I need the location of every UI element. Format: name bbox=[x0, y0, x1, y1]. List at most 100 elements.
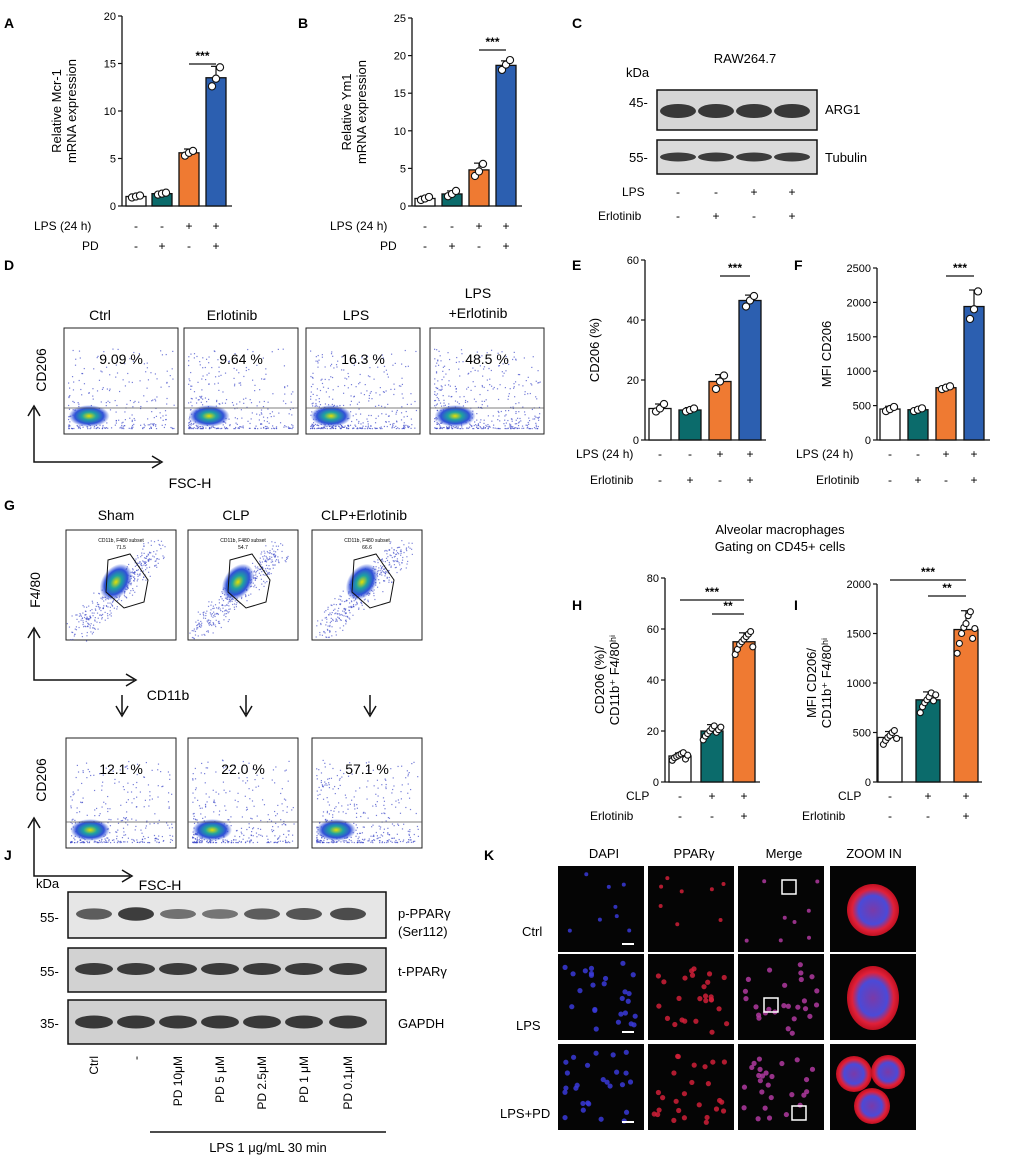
flow-event bbox=[449, 385, 451, 387]
flow-event bbox=[105, 803, 107, 805]
flow-event bbox=[148, 558, 150, 561]
flow-event bbox=[141, 552, 143, 554]
flow-event bbox=[312, 393, 314, 396]
flow-event bbox=[120, 820, 122, 822]
flow-event bbox=[236, 423, 238, 426]
flow-event bbox=[206, 767, 209, 769]
flow-event bbox=[275, 426, 278, 428]
flow-event bbox=[101, 838, 103, 841]
flow-event bbox=[164, 410, 167, 412]
flow-event bbox=[347, 424, 349, 426]
flow-event bbox=[237, 801, 239, 803]
flow-event bbox=[189, 427, 191, 429]
y-tick-label: 80 bbox=[647, 573, 659, 585]
flow-event bbox=[110, 603, 113, 605]
flow-event bbox=[147, 836, 149, 838]
flow-event bbox=[494, 427, 496, 429]
flow-event bbox=[389, 554, 391, 556]
significance-label: ** bbox=[942, 581, 952, 595]
flow-event bbox=[527, 376, 529, 378]
flow-event bbox=[102, 424, 104, 427]
flow-event bbox=[82, 841, 84, 844]
cell bbox=[569, 1004, 575, 1010]
flow-event bbox=[378, 579, 380, 581]
flow-event bbox=[326, 621, 328, 623]
cell bbox=[672, 1021, 678, 1028]
flow-event bbox=[81, 632, 83, 635]
flow-event bbox=[224, 841, 226, 844]
panel-letter-j: J bbox=[4, 847, 12, 863]
cell bbox=[673, 1098, 679, 1104]
flow-event bbox=[372, 835, 374, 837]
flow-event bbox=[379, 836, 381, 839]
flow-event bbox=[359, 832, 361, 834]
flow-event bbox=[472, 381, 474, 383]
flow-event bbox=[312, 405, 314, 407]
flow-event bbox=[326, 797, 328, 799]
flow-event bbox=[316, 768, 318, 770]
flow-event bbox=[469, 424, 472, 426]
flow-event bbox=[194, 818, 197, 820]
flow-event bbox=[132, 406, 134, 408]
blot-band bbox=[201, 963, 239, 975]
flow-event bbox=[255, 572, 257, 574]
flow-event bbox=[71, 631, 73, 633]
flow-event bbox=[316, 839, 318, 841]
flow-event bbox=[480, 427, 482, 429]
flow-event bbox=[246, 770, 248, 772]
sign: - bbox=[944, 473, 948, 487]
flow-event bbox=[342, 840, 344, 842]
flow-event bbox=[219, 403, 221, 405]
flow-event bbox=[83, 841, 85, 844]
flow-event bbox=[291, 424, 293, 426]
flow-event bbox=[160, 548, 162, 550]
flow-event bbox=[355, 816, 358, 818]
flow-event bbox=[443, 426, 445, 429]
flow-event bbox=[291, 834, 294, 836]
flow-event bbox=[227, 427, 229, 430]
flow-event bbox=[337, 360, 339, 362]
flow-event bbox=[107, 841, 109, 843]
flow-event bbox=[403, 422, 405, 424]
bar bbox=[935, 387, 957, 441]
flow-event bbox=[188, 427, 190, 429]
flow-event bbox=[317, 620, 319, 622]
micro-background bbox=[738, 1044, 824, 1130]
flow-event bbox=[197, 381, 199, 383]
flow-event bbox=[76, 764, 78, 767]
flow-event bbox=[222, 604, 224, 607]
flow-event bbox=[159, 544, 161, 546]
flow-event bbox=[80, 839, 82, 841]
flow-event bbox=[336, 619, 338, 621]
flow-event bbox=[319, 839, 322, 842]
flow-event bbox=[272, 553, 274, 555]
cell bbox=[606, 884, 611, 889]
flow-event bbox=[271, 559, 273, 561]
flow-event bbox=[390, 565, 392, 567]
flow-event bbox=[265, 427, 267, 430]
flow-event bbox=[81, 617, 83, 620]
flow-event bbox=[233, 764, 235, 766]
cell bbox=[585, 1100, 591, 1106]
data-point bbox=[505, 55, 515, 65]
flow-event bbox=[80, 614, 82, 616]
flow-plot: 12.1 % bbox=[65, 737, 177, 849]
flow-event bbox=[517, 422, 520, 424]
flow-event bbox=[255, 586, 257, 589]
flow-event bbox=[140, 564, 142, 566]
flow-event bbox=[68, 426, 70, 428]
flow-event bbox=[242, 780, 244, 782]
flow-event bbox=[386, 559, 389, 562]
flow-event bbox=[414, 840, 416, 842]
flow-event bbox=[364, 598, 366, 600]
flow-event bbox=[72, 638, 74, 641]
flow-event bbox=[378, 567, 380, 569]
flow-event bbox=[369, 367, 371, 369]
flow-event bbox=[216, 400, 218, 403]
flow-event bbox=[161, 835, 163, 838]
flow-event bbox=[394, 555, 396, 557]
flow-event bbox=[145, 761, 147, 764]
flow-event bbox=[105, 599, 107, 601]
flow-event bbox=[321, 427, 323, 430]
flow-event bbox=[387, 403, 389, 405]
